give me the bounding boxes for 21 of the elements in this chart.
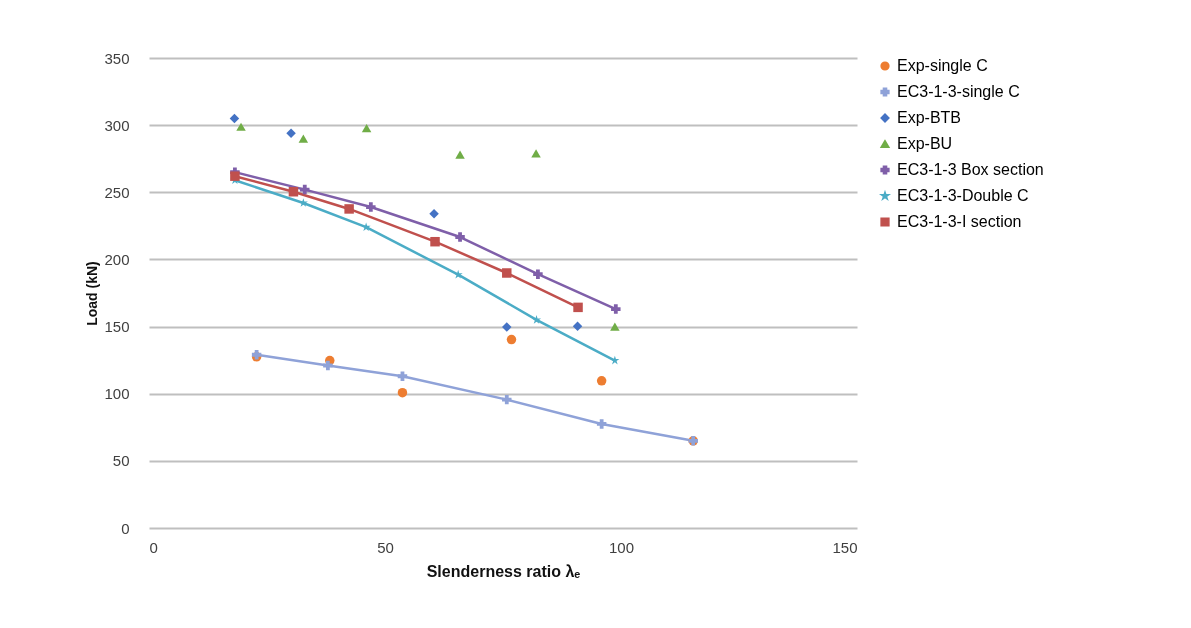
- y-axis-title: Load (kN): [84, 261, 101, 326]
- legend-label: Exp-BU: [897, 135, 953, 152]
- legend-label: EC3-1-3 Box section: [897, 161, 1044, 178]
- x-axis-title: Slenderness ratio λₑ: [426, 562, 581, 580]
- y-tick-label: 300: [104, 116, 130, 134]
- legend-label: Exp-BTB: [897, 109, 962, 126]
- legend-label: EC3-1-3-single C: [897, 83, 1020, 100]
- y-tick-label: 50: [112, 452, 130, 470]
- legend-label: EC3-1-3-I section: [897, 213, 1022, 230]
- y-tick-label: 0: [121, 519, 130, 537]
- x-tick-label: 0: [149, 538, 158, 556]
- x-tick-label: 150: [832, 538, 858, 556]
- y-tick-label: 100: [104, 385, 130, 403]
- y-tick-label: 150: [104, 318, 130, 336]
- y-tick-label: 200: [104, 250, 130, 268]
- legend-label: EC3-1-3-Double C: [897, 187, 1029, 204]
- x-tick-label: 50: [377, 538, 394, 556]
- x-tick-label: 100: [608, 538, 635, 556]
- y-tick-label: 250: [104, 183, 130, 201]
- y-tick-label: 350: [104, 49, 130, 67]
- legend-label: Exp-single C: [897, 57, 988, 74]
